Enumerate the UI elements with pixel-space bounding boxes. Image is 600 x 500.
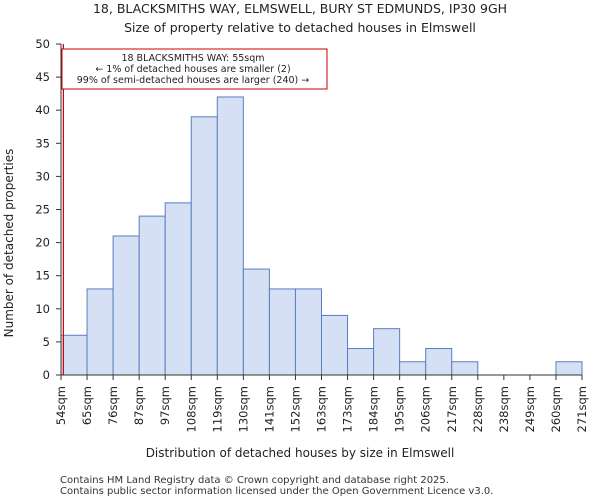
y-tick-label: 40 xyxy=(35,103,50,117)
chart-title: 18, BLACKSMITHS WAY, ELMSWELL, BURY ST E… xyxy=(93,1,507,16)
bar-206sqm xyxy=(425,348,453,376)
x-tick-label: 130sqm xyxy=(236,386,250,432)
x-tick-label: 184sqm xyxy=(367,386,381,432)
bar-87sqm xyxy=(138,215,166,376)
y-axis-ticks: 0 5 10 15 20 25 30 35 40 45 50 xyxy=(35,37,61,382)
x-tick-label: 163sqm xyxy=(315,386,329,432)
x-tick-label: 87sqm xyxy=(132,386,146,425)
y-tick-label: 10 xyxy=(35,302,50,316)
y-tick-label: 35 xyxy=(35,136,50,150)
annotation-box: 18 BLACKSMITHS WAY: 55sqm ← 1% of detach… xyxy=(61,48,328,90)
x-tick-label: 152sqm xyxy=(288,386,302,432)
bar-54sqm xyxy=(60,334,88,376)
bars xyxy=(60,96,583,376)
x-tick-label: 76sqm xyxy=(106,386,120,425)
y-tick-label: 50 xyxy=(35,37,50,51)
footer-line-1: Contains HM Land Registry data © Crown c… xyxy=(60,475,449,486)
x-tick-label: 119sqm xyxy=(210,386,224,432)
y-axis-label: Number of detached properties xyxy=(2,149,16,338)
bar-173sqm xyxy=(347,348,375,376)
bar-108sqm xyxy=(190,116,218,376)
bar-184sqm xyxy=(373,328,401,376)
x-tick-label: 271sqm xyxy=(575,386,589,432)
bar-195sqm xyxy=(399,361,427,376)
y-tick-label: 45 xyxy=(35,70,50,84)
bar-130sqm xyxy=(242,268,270,376)
y-tick-label: 25 xyxy=(35,203,50,217)
x-tick-label: 206sqm xyxy=(419,386,433,432)
y-tick-label: 0 xyxy=(43,368,50,382)
x-tick-label: 65sqm xyxy=(80,386,94,425)
x-tick-label: 195sqm xyxy=(393,386,407,432)
annotation-line-2: ← 1% of detached houses are smaller (2) xyxy=(95,64,290,75)
x-tick-label: 108sqm xyxy=(184,386,198,432)
x-tick-label: 141sqm xyxy=(262,386,276,432)
x-tick-label: 260sqm xyxy=(549,386,563,432)
x-tick-label: 97sqm xyxy=(158,386,172,425)
bar-65sqm xyxy=(86,288,114,376)
bar-260sqm xyxy=(555,361,583,376)
y-tick-label: 30 xyxy=(35,169,50,183)
bar-163sqm xyxy=(321,314,349,376)
chart-subtitle: Size of property relative to detached ho… xyxy=(124,20,476,35)
bar-152sqm xyxy=(294,288,323,376)
x-tick-label: 238sqm xyxy=(497,386,511,432)
annotation-line-1: 18 BLACKSMITHS WAY: 55sqm xyxy=(121,53,264,64)
x-tick-label: 173sqm xyxy=(341,386,355,432)
annotation-line-3: 99% of semi-detached houses are larger (… xyxy=(77,75,310,86)
y-tick-label: 5 xyxy=(43,335,50,349)
bar-141sqm xyxy=(268,288,296,376)
x-axis-ticks: 54sqm 65sqm 76sqm 87sqm 97sqm 108sqm 119sqm 130… xyxy=(54,375,589,432)
y-tick-label: 20 xyxy=(35,236,50,250)
footer-line-2: Contains public sector information licen… xyxy=(60,486,493,497)
bar-97sqm xyxy=(164,202,192,376)
x-axis-label: Distribution of detached houses by size … xyxy=(146,446,455,460)
y-tick-label: 15 xyxy=(35,269,50,283)
bar-119sqm xyxy=(216,96,244,376)
x-tick-label: 249sqm xyxy=(523,386,537,432)
x-tick-label: 228sqm xyxy=(471,386,485,432)
x-tick-label: 217sqm xyxy=(445,386,459,432)
bar-217sqm xyxy=(451,361,479,376)
annotation-frame xyxy=(61,48,328,90)
x-tick-label: 54sqm xyxy=(54,386,68,425)
bar-76sqm xyxy=(112,235,140,376)
